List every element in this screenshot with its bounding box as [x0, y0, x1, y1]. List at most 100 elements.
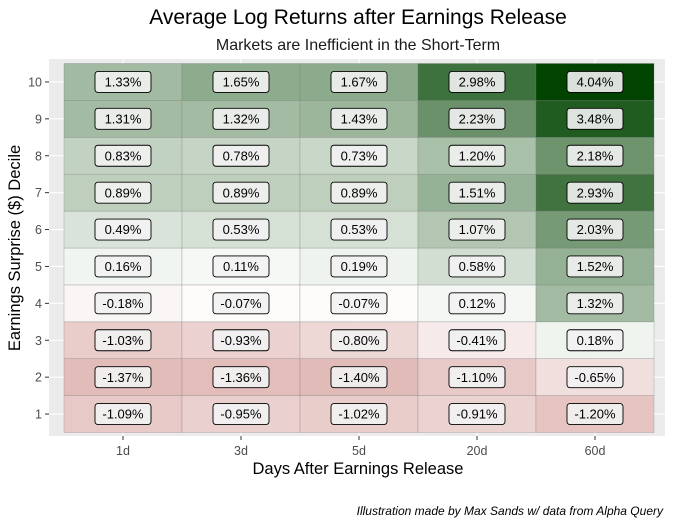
cell-label-box: [566, 292, 624, 315]
x-tick-label: 3d: [234, 444, 248, 458]
y-axis-ticks: 1 2 3 4 5 6 7 8 9 10: [28, 75, 49, 422]
y-tick-label: 7: [35, 186, 42, 200]
y-tick-label: 10: [28, 75, 42, 89]
cell-label-box: [94, 366, 152, 389]
cell-label-box: [94, 255, 152, 278]
cell-label: 3.48%: [566, 107, 624, 130]
cell-label-box: [330, 70, 388, 93]
cell-label-text: 0.16%: [105, 259, 142, 274]
cell-label: 0.58%: [448, 255, 506, 278]
cell-label: 1.32%: [212, 107, 270, 130]
cell-label-box: [566, 70, 624, 93]
cell-label-text: 0.89%: [105, 185, 142, 200]
cell-label: 0.73%: [330, 144, 388, 167]
cell-label-text: -0.41%: [456, 333, 498, 348]
cell-label: -1.36%: [212, 366, 270, 389]
cell-label-text: 1.32%: [223, 111, 260, 126]
cell-label-box: [330, 366, 388, 389]
cell-label: 0.16%: [94, 255, 152, 278]
y-tick-label: 4: [35, 297, 42, 311]
cell-label-text: -0.18%: [102, 296, 144, 311]
cell-label-text: 2.03%: [577, 222, 614, 237]
cell-label: 1.31%: [94, 107, 152, 130]
cell-label-text: -1.37%: [102, 370, 144, 385]
cell-label-text: 1.43%: [341, 111, 378, 126]
y-axis-title: Earnings Surprise ($) Decile: [6, 145, 24, 351]
cell-label-text: 2.23%: [459, 111, 496, 126]
cell-label: -0.93%: [212, 329, 270, 352]
cell-label-text: 1.51%: [459, 185, 496, 200]
cell-label-box: [566, 218, 624, 241]
cell-label: 0.18%: [566, 329, 624, 352]
x-tick-label: 20d: [467, 444, 488, 458]
cell-label-box: [94, 144, 152, 167]
x-axis-ticks: 1d 3d 5d 20d 60d: [116, 436, 605, 458]
x-tick-label: 60d: [585, 444, 606, 458]
cell-label-box: [566, 181, 624, 204]
cell-label: -0.91%: [448, 403, 506, 425]
cell-label-box: [566, 329, 624, 352]
cell-label-text: 3.48%: [577, 111, 614, 126]
cell-label-box: [448, 292, 506, 315]
cell-label-box: [330, 292, 388, 315]
chart-caption: Illustration made by Max Sands w/ data f…: [357, 504, 664, 518]
cell-label: 0.53%: [212, 218, 270, 241]
cell-label-box: [212, 292, 270, 315]
cell-label: 0.89%: [94, 181, 152, 204]
cell-label-text: 2.98%: [459, 75, 496, 90]
cell-label-text: -1.09%: [102, 407, 144, 422]
cell-label: -1.40%: [330, 366, 388, 389]
cell-label: -0.41%: [448, 329, 506, 352]
cell-label-box: [330, 144, 388, 167]
cell-label-text: 0.53%: [341, 222, 378, 237]
cell-label-text: -1.02%: [338, 407, 380, 422]
cell-label-text: 0.58%: [459, 259, 496, 274]
y-tick-label: 9: [35, 112, 42, 126]
cell-label-text: -1.40%: [338, 370, 380, 385]
cell-label: -1.37%: [94, 366, 152, 389]
cell-label-text: 0.19%: [341, 259, 378, 274]
cell-label: 2.98%: [448, 70, 506, 93]
x-tick-label: 1d: [116, 444, 130, 458]
cell-label-box: [94, 181, 152, 204]
cell-label-text: -1.20%: [574, 407, 616, 422]
cell-label: 1.32%: [566, 292, 624, 315]
cell-label-box: [448, 218, 506, 241]
cell-label-text: 0.78%: [223, 148, 260, 163]
cell-label: 1.07%: [448, 218, 506, 241]
cell-label: 0.49%: [94, 218, 152, 241]
cell-label: 1.67%: [330, 70, 388, 93]
cell-label-text: 2.93%: [577, 185, 614, 200]
cell-label-box: [448, 107, 506, 130]
cell-label: -1.10%: [448, 366, 506, 389]
cell-label-text: -0.91%: [456, 407, 498, 422]
cell-label-box: [94, 329, 152, 352]
cell-label: 0.11%: [212, 255, 270, 278]
cell-label: 0.53%: [330, 218, 388, 241]
cell-label-box: [448, 181, 506, 204]
x-tick-label: 5d: [352, 444, 366, 458]
cell-label-text: -0.93%: [220, 333, 262, 348]
cell-label: -0.95%: [212, 403, 270, 425]
chart-title: Average Log Returns after Earnings Relea…: [149, 6, 567, 29]
cell-label-box: [330, 218, 388, 241]
cell-label-box: [448, 144, 506, 167]
cell-label-text: 1.32%: [577, 296, 614, 311]
cell-label-box: [330, 329, 388, 352]
cell-label-text: -1.03%: [102, 333, 144, 348]
cell-label: 1.43%: [330, 107, 388, 130]
cell-label-box: [448, 366, 506, 389]
y-tick-label: 6: [35, 223, 42, 237]
cell-label-text: -0.65%: [574, 370, 616, 385]
cell-label-text: 0.12%: [459, 296, 496, 311]
cell-label-text: -0.07%: [220, 296, 262, 311]
cell-label: 4.04%: [566, 70, 624, 93]
cell-label-text: 1.33%: [105, 75, 142, 90]
x-axis-title: Days After Earnings Release: [253, 460, 464, 478]
cell-label-box: [566, 144, 624, 167]
cell-label-box: [94, 107, 152, 130]
cell-label-text: 1.67%: [341, 75, 378, 90]
cell-label: 0.89%: [330, 181, 388, 204]
cell-label-box: [448, 329, 506, 352]
cell-label: 1.52%: [566, 255, 624, 278]
